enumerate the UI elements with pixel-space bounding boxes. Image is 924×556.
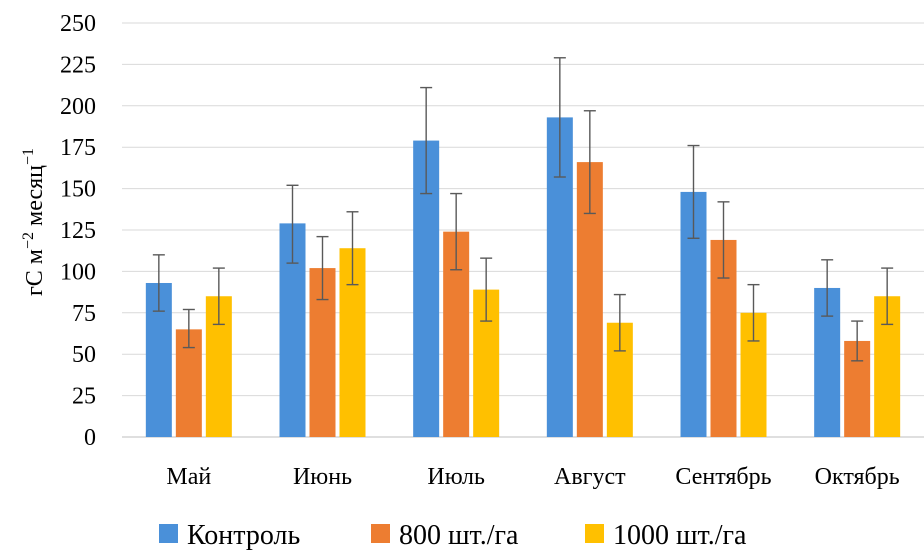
legend-swatch — [371, 524, 390, 543]
y-tick-label: 150 — [60, 177, 96, 203]
bars — [145, 117, 901, 438]
y-axis-label-exp1: −2 — [20, 232, 37, 249]
legend-entry-label: Контроль — [187, 520, 300, 551]
y-axis-label-unit: гС м — [22, 249, 48, 296]
y-tick-label: 50 — [72, 342, 96, 368]
y-axis-ticks: 0 25 50 75 100 125 150 175 200 225 250 — [60, 11, 96, 451]
x-category-label: Сентябрь — [675, 464, 771, 490]
y-tick-label: 175 — [60, 135, 96, 161]
legend-entry-label: 800 шт./га — [399, 520, 519, 551]
y-tick-label: 200 — [60, 94, 96, 120]
y-tick-label: 25 — [72, 384, 96, 410]
gridlines — [122, 22, 924, 438]
y-tick-label: 100 — [60, 259, 96, 285]
legend-swatch — [585, 524, 604, 543]
y-axis-label: гС м−2 месяц−1 — [20, 148, 48, 296]
x-category-label: Май — [166, 464, 211, 490]
error-bars — [152, 57, 894, 362]
y-axis-label-exp2: −1 — [20, 148, 37, 165]
y-tick-label: 125 — [60, 218, 96, 244]
y-tick-label: 250 — [60, 11, 96, 37]
y-tick-label: 225 — [60, 52, 96, 78]
y-tick-label: 75 — [72, 301, 96, 327]
y-axis-label-per: месяц — [22, 165, 48, 232]
legend: Контроль 800 шт./га 1000 шт./га — [159, 520, 747, 551]
legend-entry-label: 1000 шт./га — [613, 520, 747, 551]
x-category-label: Октябрь — [815, 464, 900, 490]
y-tick-label: 0 — [84, 425, 96, 451]
x-category-label: Июль — [427, 464, 485, 490]
x-category-label: Август — [554, 464, 626, 490]
legend-swatch — [159, 524, 178, 543]
x-axis-labels: Май Июнь Июль Август Сентябрь Октябрь — [166, 464, 899, 490]
x-category-label: Июнь — [293, 464, 352, 490]
